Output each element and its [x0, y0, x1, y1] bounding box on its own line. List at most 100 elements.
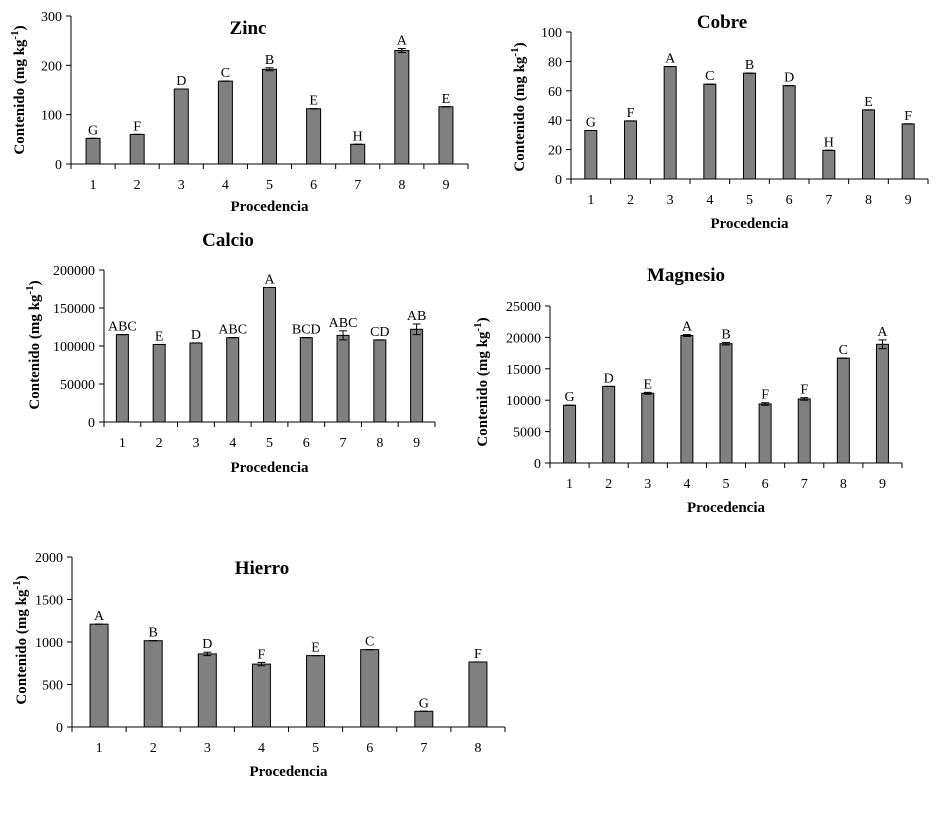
- bar-5: [719, 343, 733, 464]
- bar-8: [836, 357, 850, 464]
- bar-9: [410, 328, 424, 423]
- significance-letter: H: [824, 135, 834, 150]
- x-tick-label: 4: [258, 741, 265, 756]
- y-tick-label: 100: [541, 26, 562, 41]
- bar-7: [822, 149, 836, 180]
- significance-letter: G: [586, 115, 596, 130]
- y-tick-label: 200000: [53, 264, 95, 279]
- y-tick-label: 200: [41, 59, 62, 74]
- bar-2: [152, 343, 166, 423]
- significance-letter: A: [264, 272, 275, 287]
- significance-letter: D: [176, 74, 186, 89]
- x-tick-label: 4: [229, 436, 236, 451]
- x-tick-label: 7: [825, 193, 832, 208]
- x-tick-label: 3: [192, 436, 199, 451]
- bar-6: [306, 108, 322, 165]
- bar-8: [862, 109, 875, 180]
- chart-title: Zinc: [230, 18, 267, 39]
- y-tick-label: 100: [41, 109, 62, 124]
- y-tick-label: 300: [41, 10, 62, 25]
- significance-letter: CD: [370, 325, 389, 340]
- bar-2: [143, 640, 163, 728]
- bar-5: [743, 72, 756, 180]
- bar-2: [602, 385, 616, 464]
- significance-letter: A: [94, 609, 105, 624]
- y-tick-label: 0: [534, 457, 541, 472]
- significance-letter: A: [877, 325, 888, 340]
- x-tick-label: 5: [266, 178, 273, 193]
- significance-letter: F: [761, 388, 769, 403]
- significance-letter: G: [419, 696, 429, 711]
- x-axis-label: Procedencia: [687, 500, 766, 516]
- x-tick-label: 2: [627, 193, 634, 208]
- significance-letter: E: [309, 94, 318, 109]
- x-tick-label: 5: [312, 741, 319, 756]
- bar-7: [414, 710, 434, 728]
- x-tick-label: 8: [398, 178, 405, 193]
- significance-letter: G: [88, 123, 98, 138]
- x-tick-label: 1: [119, 436, 126, 451]
- x-tick-label: 4: [706, 193, 713, 208]
- significance-letter: D: [784, 71, 794, 86]
- x-tick-label: 6: [366, 741, 373, 756]
- bar-1: [584, 129, 598, 180]
- significance-letter: G: [564, 390, 574, 405]
- bar-9: [875, 343, 889, 464]
- x-tick-label: 9: [413, 436, 420, 451]
- y-axis-label: Contenido (mg kg-1): [509, 42, 528, 171]
- significance-letter: BCD: [292, 323, 321, 338]
- significance-letter: F: [133, 119, 141, 134]
- x-tick-label: 1: [90, 178, 97, 193]
- x-tick-label: 3: [667, 193, 674, 208]
- x-tick-label: 7: [354, 178, 361, 193]
- significance-letter: ABC: [108, 320, 137, 335]
- significance-letter: F: [904, 109, 912, 124]
- x-tick-label: 8: [474, 741, 481, 756]
- x-tick-label: 8: [840, 477, 847, 492]
- significance-letter: C: [839, 343, 848, 358]
- y-tick-label: 1000: [35, 636, 63, 651]
- chart-panel-calcio: Calcio050000100000150000200000ABC1E2D3AB…: [24, 230, 436, 476]
- significance-letter: E: [864, 95, 873, 110]
- significance-letter: F: [627, 106, 635, 121]
- x-tick-label: 5: [746, 193, 753, 208]
- y-tick-label: 1500: [35, 594, 63, 609]
- x-tick-label: 6: [786, 193, 793, 208]
- significance-letter: B: [745, 58, 754, 73]
- bar-5: [262, 68, 277, 165]
- bar-9: [438, 106, 454, 165]
- significance-letter: E: [155, 329, 164, 344]
- bar-7: [350, 143, 366, 165]
- bar-6: [758, 403, 772, 464]
- x-tick-label: 1: [566, 477, 573, 492]
- bar-3: [197, 653, 217, 728]
- x-axis-label: Procedencia: [230, 199, 309, 215]
- bar-4: [226, 337, 240, 423]
- significance-letter: H: [353, 129, 363, 144]
- y-tick-label: 100000: [53, 340, 95, 355]
- y-tick-label: 10000: [506, 394, 541, 409]
- y-tick-label: 60: [548, 85, 562, 100]
- bar-6: [299, 337, 313, 423]
- y-tick-label: 40: [548, 114, 562, 129]
- significance-letter: F: [258, 647, 266, 662]
- significance-letter: A: [397, 34, 408, 49]
- bar-4: [217, 80, 233, 165]
- x-tick-label: 6: [762, 477, 769, 492]
- x-tick-label: 2: [156, 436, 163, 451]
- y-tick-label: 150000: [53, 302, 95, 317]
- significance-letter: E: [643, 377, 652, 392]
- y-axis-label: Contenido (mg kg-1): [11, 575, 30, 704]
- chart-panel-hierro: Hierro 0 500 1000 1500 2000 A 1 B 2 D 3 F 4 E 5 C 6 G 7 F 8 Pr…: [11, 551, 506, 780]
- bar-6: [782, 85, 796, 180]
- bar-8: [373, 339, 387, 423]
- significance-letter: D: [202, 637, 212, 652]
- x-tick-label: 6: [310, 178, 317, 193]
- x-tick-label: 7: [340, 436, 347, 451]
- x-tick-label: 3: [204, 741, 211, 756]
- y-tick-label: 2000: [35, 551, 63, 566]
- x-tick-label: 5: [266, 436, 273, 451]
- x-tick-label: 4: [683, 477, 690, 492]
- y-axis-label: Contenido (mg kg-1): [472, 317, 491, 446]
